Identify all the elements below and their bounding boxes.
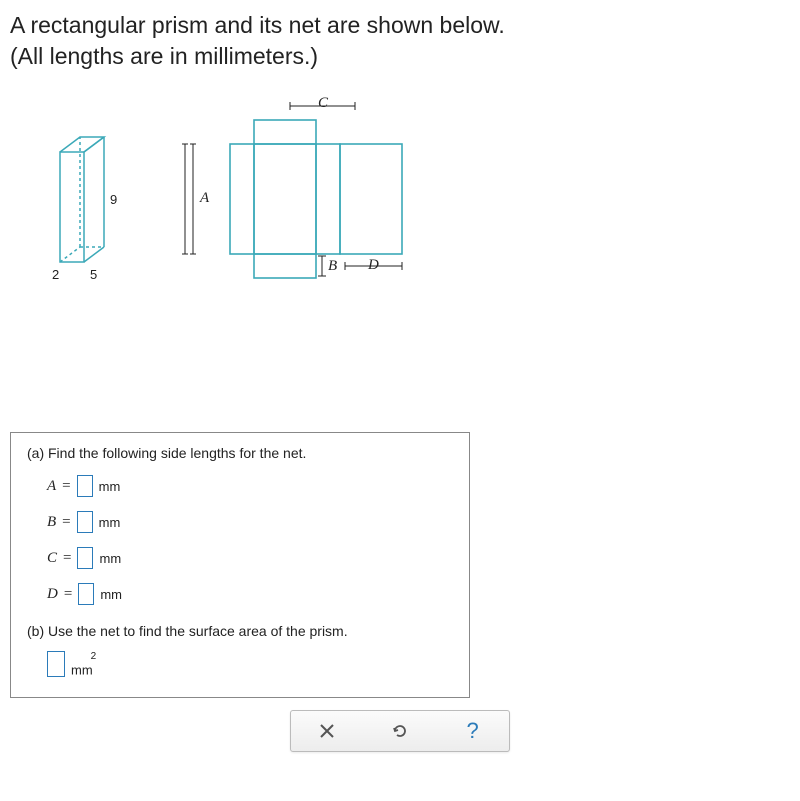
input-surface-area[interactable] [47, 651, 65, 677]
prism-dim-2: 2 [52, 267, 59, 282]
eq-d: = [64, 586, 72, 603]
part-b-text: (b) Use the net to find the surface area… [27, 623, 453, 639]
unit-sa: mm2 [71, 661, 98, 677]
figure-area: 2 5 9 A C B D [10, 92, 790, 352]
problem-title: A rectangular prism and its net are show… [10, 10, 790, 72]
help-button[interactable]: ? [456, 716, 490, 746]
input-a[interactable] [77, 475, 93, 497]
title-line-2: (All lengths are in millimeters.) [10, 43, 318, 69]
eq-a: = [62, 478, 70, 495]
unit-c: mm [99, 551, 121, 566]
var-c: C [47, 550, 57, 567]
eq-c: = [63, 550, 71, 567]
help-icon: ? [467, 718, 479, 744]
reset-icon [391, 722, 409, 740]
input-c[interactable] [77, 547, 93, 569]
row-c: C = mm [47, 547, 453, 569]
row-a: A = mm [47, 475, 453, 497]
prism-dim-9: 9 [110, 192, 117, 207]
row-d: D = mm [47, 583, 453, 605]
var-d: D [47, 586, 58, 603]
title-line-1: A rectangular prism and its net are show… [10, 12, 505, 38]
clear-button[interactable] [310, 716, 344, 746]
row-b: B = mm [47, 511, 453, 533]
surface-area-row: mm2 [47, 651, 453, 677]
net-label-a: A [200, 190, 209, 207]
var-b: B [47, 514, 56, 531]
unit-b: mm [99, 515, 121, 530]
net-label-b: B [328, 258, 337, 275]
part-a-text: (a) Find the following side lengths for … [27, 445, 453, 461]
input-b[interactable] [77, 511, 93, 533]
prism-dim-5: 5 [90, 267, 97, 282]
unit-a: mm [99, 479, 121, 494]
unit-sa-mm: mm [71, 662, 93, 677]
toolbar: ? [290, 710, 510, 752]
net-label-d: D [368, 257, 379, 274]
input-d[interactable] [78, 583, 94, 605]
close-icon [319, 723, 335, 739]
reset-button[interactable] [383, 716, 417, 746]
eq-b: = [62, 514, 70, 531]
var-a: A [47, 478, 56, 495]
figures-svg [10, 92, 510, 352]
question-box: (a) Find the following side lengths for … [10, 432, 470, 698]
unit-d: mm [100, 587, 122, 602]
unit-sa-exp: 2 [91, 651, 97, 662]
net-label-c: C [318, 95, 328, 112]
